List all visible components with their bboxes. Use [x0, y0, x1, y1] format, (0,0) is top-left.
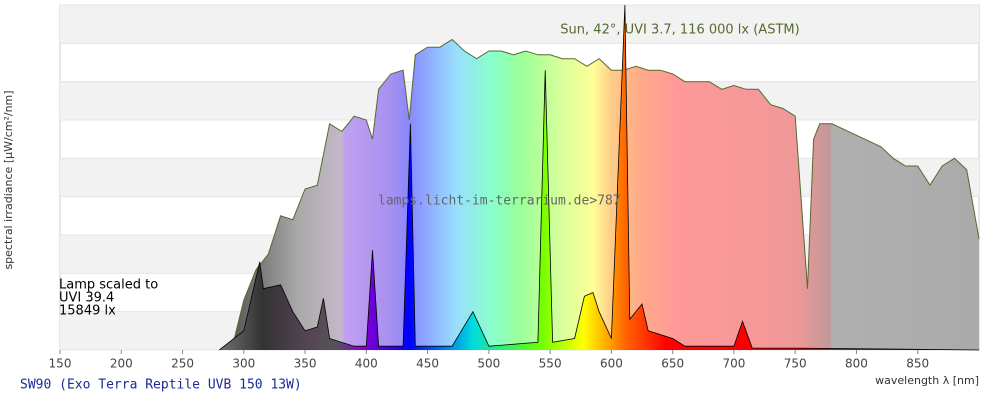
x-tick-label: 150 — [49, 357, 72, 371]
lamp-annotation: UVI 39.4 — [59, 291, 114, 306]
x-tick-label: 800 — [845, 357, 868, 371]
x-tick-label: 500 — [477, 357, 500, 371]
x-tick-label: 350 — [294, 357, 317, 371]
x-axis-label: wavelength λ [nm] — [875, 374, 979, 387]
lamp-annotation: Lamp scaled to — [59, 278, 158, 293]
x-tick-label: 550 — [539, 357, 562, 371]
chart-title: SW90 (Exo Terra Reptile UVB 150 13W) — [20, 378, 302, 393]
sun-annotation: Sun, 42°, UVI 3.7, 116 000 lx (ASTM) — [560, 23, 799, 38]
x-tick-label: 850 — [906, 357, 929, 371]
watermark: lamps.licht-im-terrarium.de>787 — [378, 194, 621, 209]
grid-band — [60, 5, 979, 44]
y-axis-label: spectral irradiance [µW/cm²/nm] — [2, 90, 15, 269]
x-tick-label: 300 — [232, 357, 255, 371]
x-tick-label: 650 — [661, 357, 684, 371]
x-tick-label: 450 — [416, 357, 439, 371]
x-tick-label: 400 — [355, 357, 378, 371]
sun-line — [231, 38, 980, 351]
x-tick-label: 750 — [784, 357, 807, 371]
sun-area — [231, 39, 979, 350]
lamp-area — [219, 5, 980, 350]
x-tick-label: 250 — [171, 357, 194, 371]
x-tick-label: 200 — [110, 357, 133, 371]
lamp-line — [219, 4, 980, 351]
x-tick-label: 600 — [600, 357, 623, 371]
x-tick-label: 700 — [722, 357, 745, 371]
lamp-annotation: 15849 lx — [59, 304, 116, 319]
